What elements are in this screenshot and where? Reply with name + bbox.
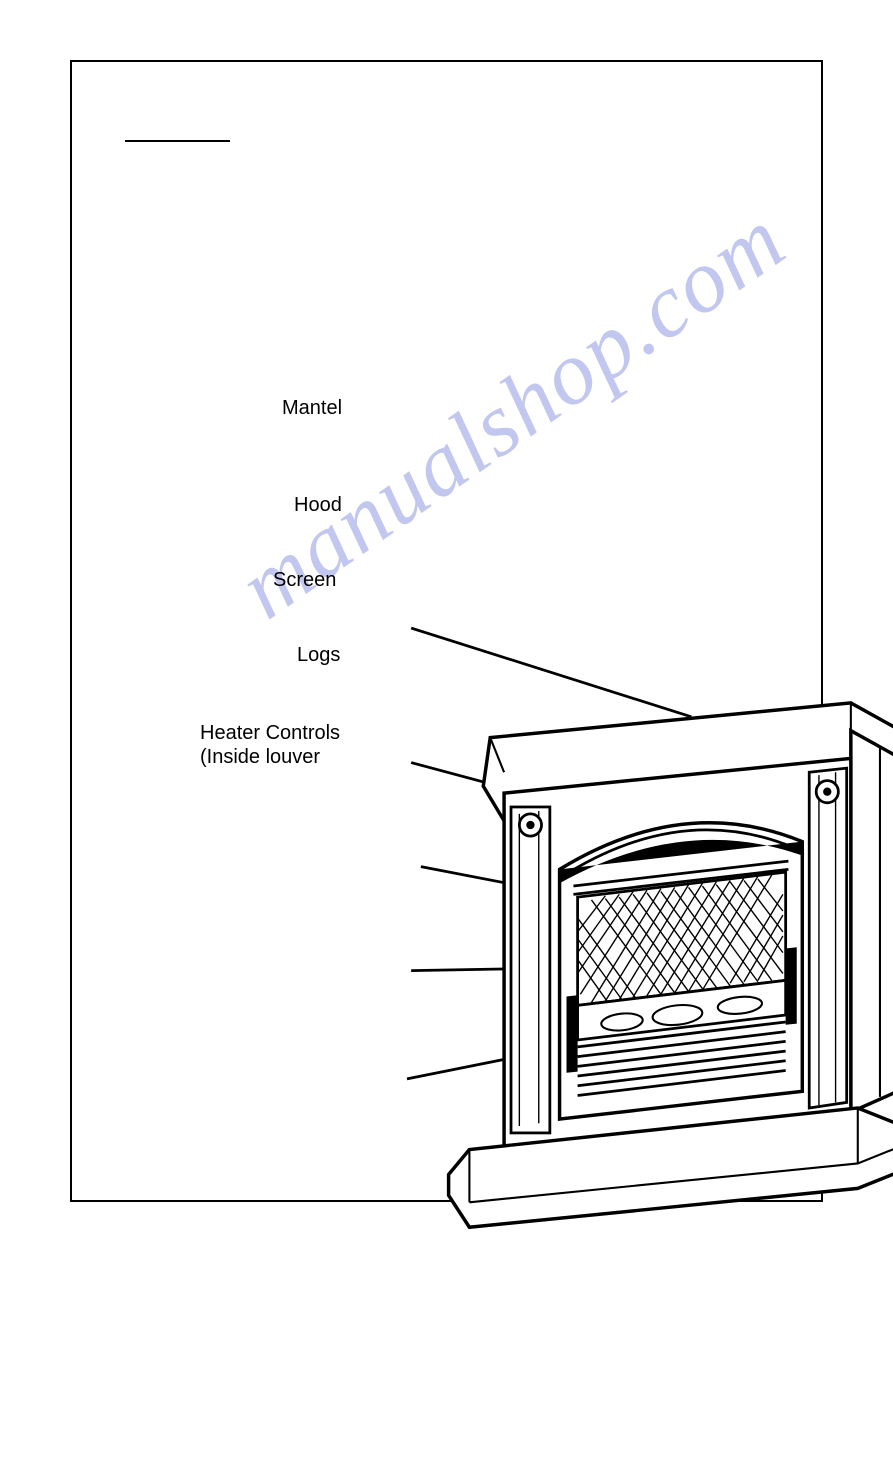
fireplace-diagram (192, 342, 893, 1480)
title-underline (125, 140, 230, 142)
page-content: manualshop.com Mantel Hood Screen Logs H… (72, 62, 821, 1200)
page-border: manualshop.com Mantel Hood Screen Logs H… (70, 60, 823, 1202)
